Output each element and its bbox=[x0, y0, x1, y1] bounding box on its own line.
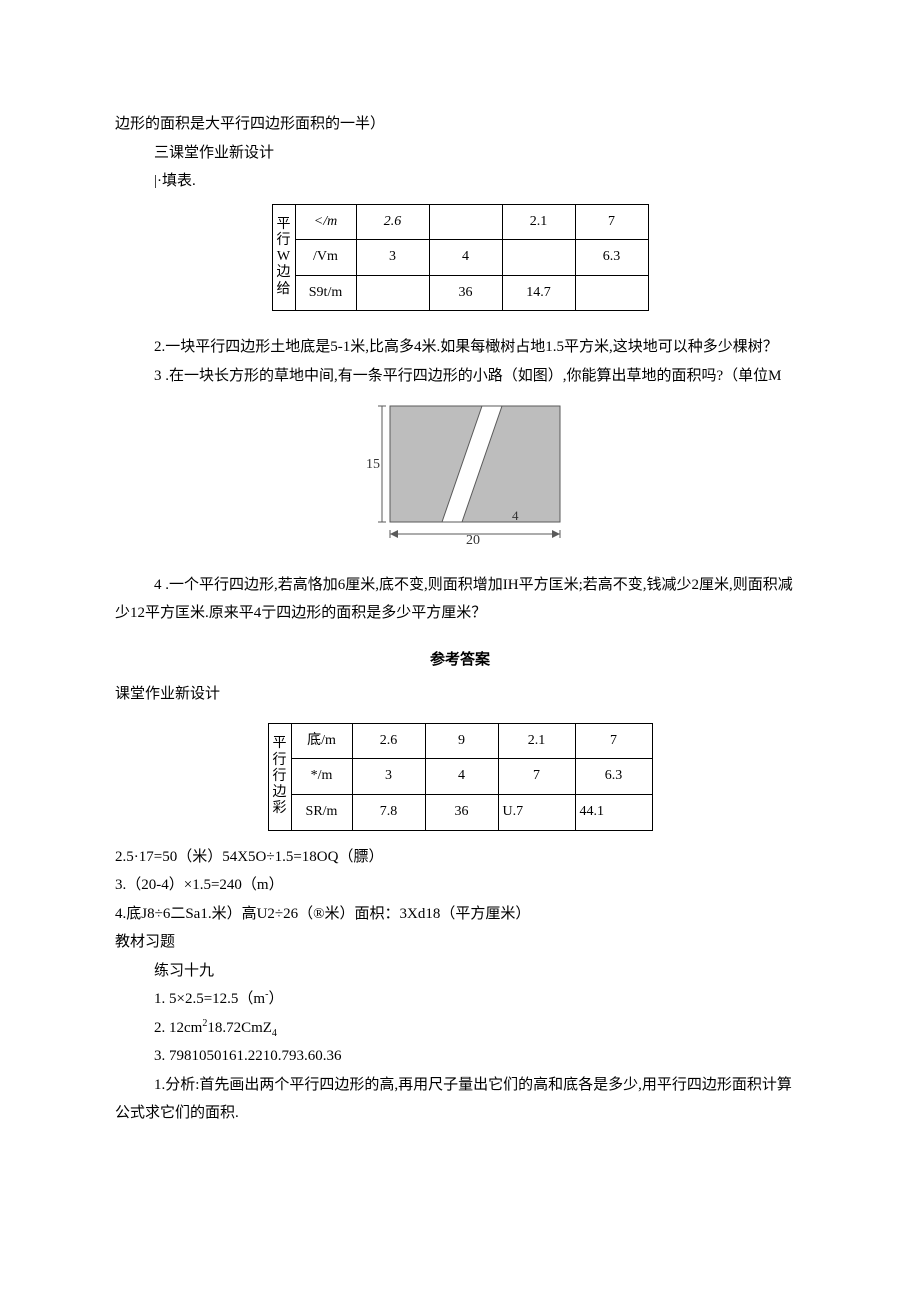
table1-r0-c3: 7 bbox=[575, 204, 648, 240]
table1-r0-c0: 2.6 bbox=[356, 204, 429, 240]
table1-r0-c1 bbox=[429, 204, 502, 240]
table-2: 平行行边彩 底/m 2.6 9 2.1 7 */m 3 4 7 6.3 SR/m… bbox=[268, 723, 653, 831]
textbook-sub: 练习十九 bbox=[115, 957, 805, 986]
table2-r1-label: */m bbox=[291, 759, 352, 795]
textbook-line-2: 2. 12cm218.72CmZ4 bbox=[115, 1014, 805, 1043]
table1-r2-c3 bbox=[575, 275, 648, 311]
table1-r2-c2: 14.7 bbox=[502, 275, 575, 311]
table2-r2-c2: U.7 bbox=[498, 794, 575, 830]
textbook-line-1: 1. 5×2.5=12.5（m-） bbox=[115, 985, 805, 1014]
diagram-label-15: 15 bbox=[366, 457, 380, 472]
table2-r0-c2: 2.1 bbox=[498, 723, 575, 759]
tb-l1-pre: 1. 5×2.5=12.5（m bbox=[154, 991, 265, 1007]
table2-side-label: 平行行边彩 bbox=[268, 723, 291, 830]
table1-side-label: 平行W边给 bbox=[272, 204, 295, 311]
table1-r1-label: /Vm bbox=[295, 240, 356, 276]
table1-r2-c0 bbox=[356, 275, 429, 311]
answer-line-4: 4.底J8÷6二Sa1.米）高U2÷26（®米）面枳：3Xd18（平方厘米） bbox=[115, 900, 805, 929]
textbook-line-4: 1.分析:首先画出两个平行四边形的高,再用尺子量出它们的高和底各是多少,用平行四… bbox=[115, 1071, 805, 1128]
answer-line-3: 3.（20-4）×1.5=240（m） bbox=[115, 871, 805, 900]
table1-r0-c2: 2.1 bbox=[502, 204, 575, 240]
table1-r1-c2 bbox=[502, 240, 575, 276]
question-2: 2.一块平行四边形土地底是5-1米,比高多4米.如果每橄树占地1.5平方米,这块… bbox=[115, 333, 805, 362]
table2-r0-c0: 2.6 bbox=[352, 723, 425, 759]
tb-l2-pre: 2. 12cm bbox=[154, 1020, 202, 1036]
answers-subtitle: 课堂作业新设计 bbox=[115, 680, 805, 709]
question-4: 4 .一个平行四边形,若高恪加6厘米,底不变,则面积增加IH平方匡米;若高不变,… bbox=[115, 571, 805, 628]
table2-r0-c3: 7 bbox=[575, 723, 652, 759]
question-3: 3 .在一块长方形的草地中间,有一条平行四边形的小路（如图）,你能算出草地的面积… bbox=[115, 362, 805, 391]
table1-r2-label: S9t/m bbox=[295, 275, 356, 311]
diagram-wrap: 15 20 4 bbox=[115, 396, 805, 557]
intro-line-2: 三课堂作业新设计 bbox=[115, 139, 805, 168]
textbook-heading: 教材习题 bbox=[115, 928, 805, 957]
table1-r2-c1: 36 bbox=[429, 275, 502, 311]
table2-r1-c0: 3 bbox=[352, 759, 425, 795]
diagram-label-4: 4 bbox=[512, 508, 519, 523]
table1-r1-c1: 4 bbox=[429, 240, 502, 276]
table1-r1-c3: 6.3 bbox=[575, 240, 648, 276]
table2-r2-c0: 7.8 bbox=[352, 794, 425, 830]
lawn-diagram: 15 20 4 bbox=[354, 396, 566, 546]
answer-line-2: 2.5·17=50（米）54X5O÷1.5=18OQ（膘） bbox=[115, 843, 805, 872]
table2-r0-label: 底/m bbox=[291, 723, 352, 759]
table1-r0-label: </m bbox=[295, 204, 356, 240]
table2-r2-c3: 44.1 bbox=[575, 794, 652, 830]
textbook-line-3: 3. 7981050161.2210.793.60.36 bbox=[115, 1042, 805, 1071]
table1-r1-c0: 3 bbox=[356, 240, 429, 276]
table2-r0-c1: 9 bbox=[425, 723, 498, 759]
table-1: 平行W边给 </m 2.6 2.1 7 /Vm 3 4 6.3 S9t/m 36… bbox=[272, 204, 649, 312]
tb-l1-post: ） bbox=[268, 991, 283, 1007]
table2-r1-c3: 6.3 bbox=[575, 759, 652, 795]
diagram-label-20: 20 bbox=[466, 533, 480, 546]
tb-l2-sub: 4 bbox=[272, 1028, 277, 1039]
table2-r2-c1: 36 bbox=[425, 794, 498, 830]
table2-r2-label: SR/m bbox=[291, 794, 352, 830]
table2-r1-c2: 7 bbox=[498, 759, 575, 795]
table2-r1-c1: 4 bbox=[425, 759, 498, 795]
intro-line-3: |·填表. bbox=[115, 167, 805, 196]
answers-title: 参考答案 bbox=[115, 646, 805, 675]
intro-line-1: 边形的面积是大平行四边形面积的一半） bbox=[115, 110, 805, 139]
tb-l2-mid: 18.72CmZ bbox=[207, 1020, 272, 1036]
